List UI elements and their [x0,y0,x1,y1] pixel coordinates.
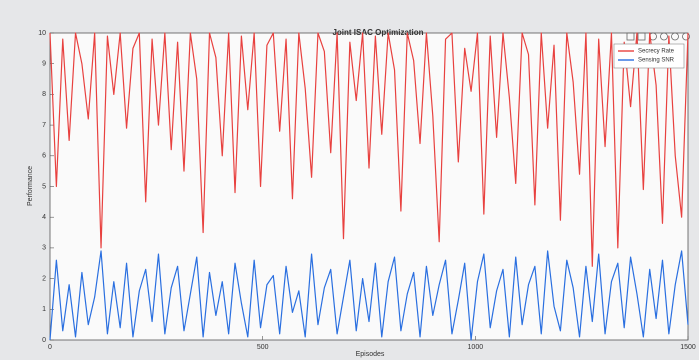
x-tick-label: 1000 [468,344,484,351]
y-tick-label: 1 [42,306,46,313]
legend-label: Secrecy Rate [638,49,675,55]
y-tick-label: 9 [42,61,46,68]
y-tick-label: 2 [42,275,46,282]
x-axis-label: Episodes [356,351,385,358]
chart-title: Joint ISAC Optimization [332,28,423,37]
legend-label: Sensing SNR [638,58,675,64]
y-tick-label: 10 [38,30,46,37]
y-tick-label: 5 [42,183,46,190]
y-tick-label: 7 [42,122,46,129]
y-axis-label: Performance [27,166,34,206]
y-tick-label: 3 [42,245,46,252]
chart: Joint ISAC Optimization Episodes Perform… [0,0,699,360]
y-tick-label: 8 [42,91,46,98]
y-tick-label: 0 [42,337,46,344]
x-tick-label: 0 [48,344,52,351]
x-tick-label: 500 [257,344,269,351]
y-tick-label: 4 [42,214,46,221]
y-tick-label: 6 [42,153,46,160]
x-tick-label: 1500 [680,344,696,351]
